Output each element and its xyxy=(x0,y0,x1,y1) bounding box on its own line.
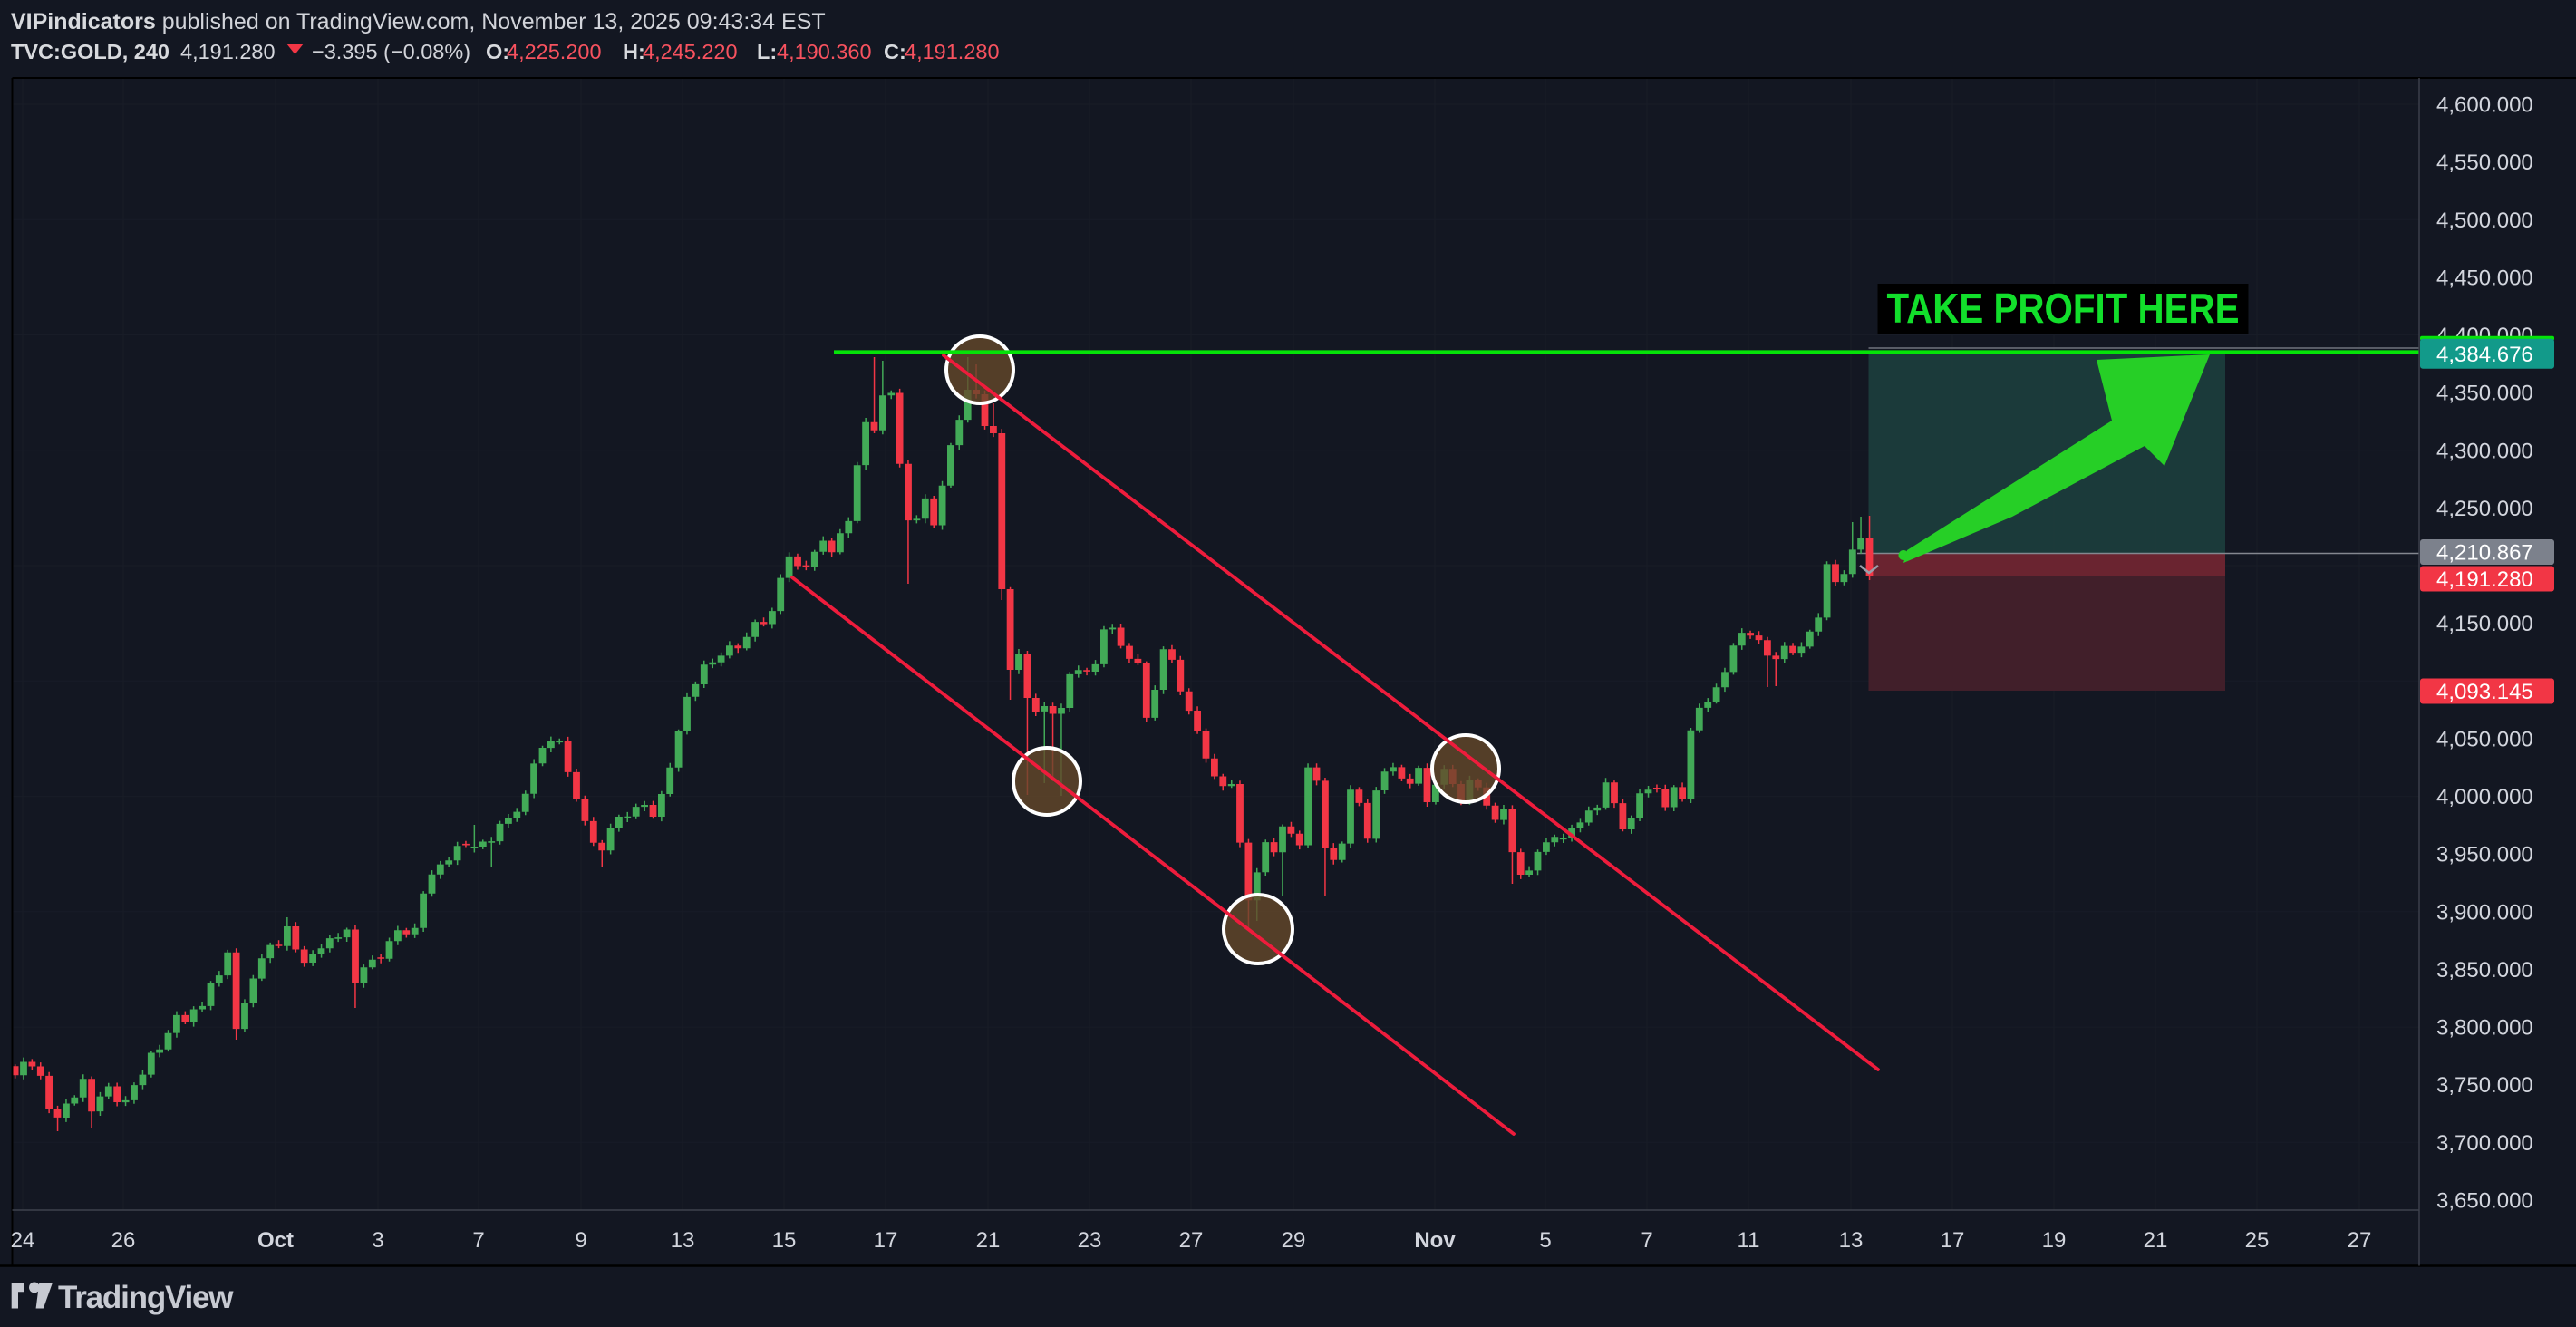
svg-text:4,600.000: 4,600.000 xyxy=(2436,93,2533,118)
svg-text:23: 23 xyxy=(1078,1228,1102,1253)
svg-text:7: 7 xyxy=(1641,1228,1652,1253)
svg-text:O:: O: xyxy=(486,40,509,63)
svg-text:4,190.360: 4,190.360 xyxy=(777,40,872,63)
svg-text:4,191.280: 4,191.280 xyxy=(180,40,276,63)
svg-text:3,800.000: 3,800.000 xyxy=(2436,1016,2533,1041)
svg-text:4,191.280: 4,191.280 xyxy=(2436,567,2533,592)
svg-text:26: 26 xyxy=(111,1228,136,1253)
svg-text:4,550.000: 4,550.000 xyxy=(2436,150,2533,175)
svg-text:TradingView: TradingView xyxy=(58,1280,234,1315)
svg-text:4,384.676: 4,384.676 xyxy=(2436,343,2533,367)
svg-text:25: 25 xyxy=(2245,1228,2270,1253)
svg-text:3,750.000: 3,750.000 xyxy=(2436,1073,2533,1098)
svg-text:4,350.000: 4,350.000 xyxy=(2436,382,2533,406)
svg-text:3,900.000: 3,900.000 xyxy=(2436,900,2533,925)
svg-text:5: 5 xyxy=(1539,1228,1551,1253)
svg-text:4,000.000: 4,000.000 xyxy=(2436,785,2533,809)
svg-text:19: 19 xyxy=(2042,1228,2067,1253)
svg-text:24: 24 xyxy=(11,1228,35,1253)
svg-text:4,210.867: 4,210.867 xyxy=(2436,541,2533,566)
svg-text:Oct: Oct xyxy=(257,1228,294,1253)
svg-text:4,450.000: 4,450.000 xyxy=(2436,266,2533,290)
svg-text:11: 11 xyxy=(1738,1228,1760,1253)
svg-text:27: 27 xyxy=(2348,1228,2372,1253)
svg-text:3,950.000: 3,950.000 xyxy=(2436,843,2533,867)
svg-text:VIPindicators published on Tra: VIPindicators published on TradingView.c… xyxy=(11,9,826,34)
svg-text:3,700.000: 3,700.000 xyxy=(2436,1131,2533,1156)
svg-text:3,650.000: 3,650.000 xyxy=(2436,1189,2533,1214)
svg-text:TVC:GOLD, 240: TVC:GOLD, 240 xyxy=(11,40,169,63)
svg-text:4,300.000: 4,300.000 xyxy=(2436,439,2533,463)
svg-text:H:: H: xyxy=(623,40,645,63)
svg-text:17: 17 xyxy=(1941,1228,1965,1253)
svg-text:4,150.000: 4,150.000 xyxy=(2436,612,2533,636)
svg-text:4,245.220: 4,245.220 xyxy=(643,40,738,63)
svg-text:21: 21 xyxy=(2144,1228,2168,1253)
svg-text:4,093.145: 4,093.145 xyxy=(2436,680,2533,704)
svg-text:17: 17 xyxy=(874,1228,898,1253)
svg-text:15: 15 xyxy=(772,1228,797,1253)
svg-text:13: 13 xyxy=(1839,1228,1864,1253)
svg-text:13: 13 xyxy=(671,1228,695,1253)
svg-text:Nov: Nov xyxy=(1414,1228,1456,1253)
svg-text:4,250.000: 4,250.000 xyxy=(2436,497,2533,521)
svg-text:4,191.280: 4,191.280 xyxy=(905,40,1000,63)
svg-text:21: 21 xyxy=(976,1228,1001,1253)
svg-text:29: 29 xyxy=(1282,1228,1306,1253)
svg-text:3: 3 xyxy=(372,1228,383,1253)
svg-text:4,225.200: 4,225.200 xyxy=(507,40,602,63)
svg-text:4,050.000: 4,050.000 xyxy=(2436,727,2533,751)
svg-text:7: 7 xyxy=(472,1228,484,1253)
svg-text:3,850.000: 3,850.000 xyxy=(2436,958,2533,983)
svg-text:−3.395 (−0.08%): −3.395 (−0.08%) xyxy=(312,40,470,63)
svg-text:9: 9 xyxy=(575,1228,586,1253)
svg-text:C:: C: xyxy=(884,40,906,63)
svg-text:L:: L: xyxy=(757,40,777,63)
svg-text:TAKE PROFIT HERE: TAKE PROFIT HERE xyxy=(1887,285,2240,332)
svg-text:4,500.000: 4,500.000 xyxy=(2436,208,2533,233)
svg-text:27: 27 xyxy=(1179,1228,1204,1253)
